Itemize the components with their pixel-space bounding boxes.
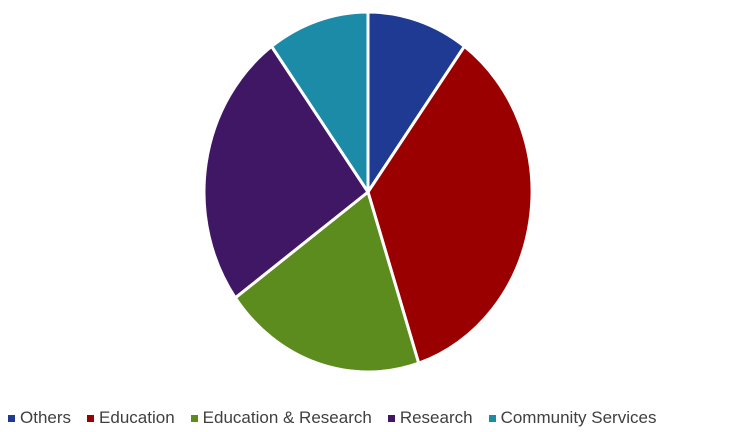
- pie-slice-education-research: [233, 190, 421, 374]
- legend-swatch-education-research: [190, 414, 198, 422]
- legend-item-others: Others: [8, 408, 71, 428]
- legend-label-research: Research: [399, 408, 473, 427]
- legend-swatch-others: [8, 414, 15, 422]
- legend-label-education-research: Education & Research: [202, 408, 372, 427]
- legend-swatch-research: [387, 414, 395, 422]
- pie-slice-community-services: [270, 10, 370, 194]
- legend-swatch-community-services: [488, 414, 496, 422]
- legend-label-education: Education: [99, 408, 175, 427]
- pie-slice-others: [366, 10, 466, 194]
- pie-plot-area: [202, 10, 534, 374]
- legend-item-community-services: Community Services: [488, 408, 657, 428]
- pie-slice-education: [366, 44, 534, 365]
- legend-label-community-services: Community Services: [500, 408, 657, 427]
- pie-slice-research: [202, 44, 370, 300]
- chart-legend: Others Education Education & Research Re…: [8, 408, 656, 428]
- legend-item-education: Education: [87, 408, 175, 428]
- legend-item-education-research: Education & Research: [190, 408, 372, 428]
- legend-label-others: Others: [20, 408, 72, 427]
- legend-item-research: Research: [387, 408, 473, 428]
- legend-swatch-education: [87, 414, 95, 422]
